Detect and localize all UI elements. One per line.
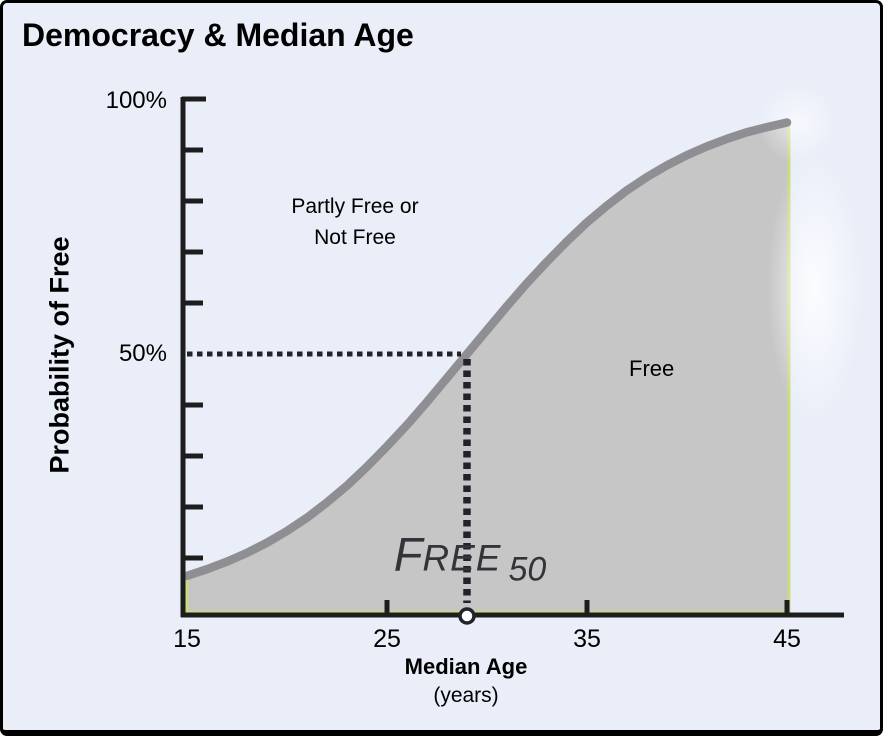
x-axis-sublabel: (years) [433,684,499,707]
y-axis-ticks [182,96,206,561]
free50-rest: REE [422,537,502,579]
region-label-free: Free [629,356,675,381]
y-tick-label-100: 100% [105,87,167,114]
free50-axis-marker [458,607,476,625]
y-tick-label-50: 50% [118,340,167,367]
glow-highlight-top [758,83,838,163]
x-tick-label-35: 35 [573,625,601,653]
free50-annotation: F REE 50 [393,527,547,587]
region-label-partly-free: Partly Free or Not Free [245,191,465,253]
region-label-line1: Partly Free or [291,195,419,218]
x-tick-label-45: 45 [773,625,801,653]
glow-highlight [767,153,863,423]
free50-first-letter: F [393,527,423,581]
y-axis-label: Probability of Free [44,236,75,474]
chart-title: Democracy & Median Age [22,17,414,53]
plot-canvas [180,83,863,625]
x-tick-label-15: 15 [173,625,201,653]
x-axis-ticks [384,600,790,613]
free50-subscript: 50 [508,550,547,589]
x-tick-label-25: 25 [373,625,401,653]
region-label-line2: Not Free [314,226,396,249]
x-axis-label: Median Age [404,654,528,679]
probability-curve [182,118,792,581]
